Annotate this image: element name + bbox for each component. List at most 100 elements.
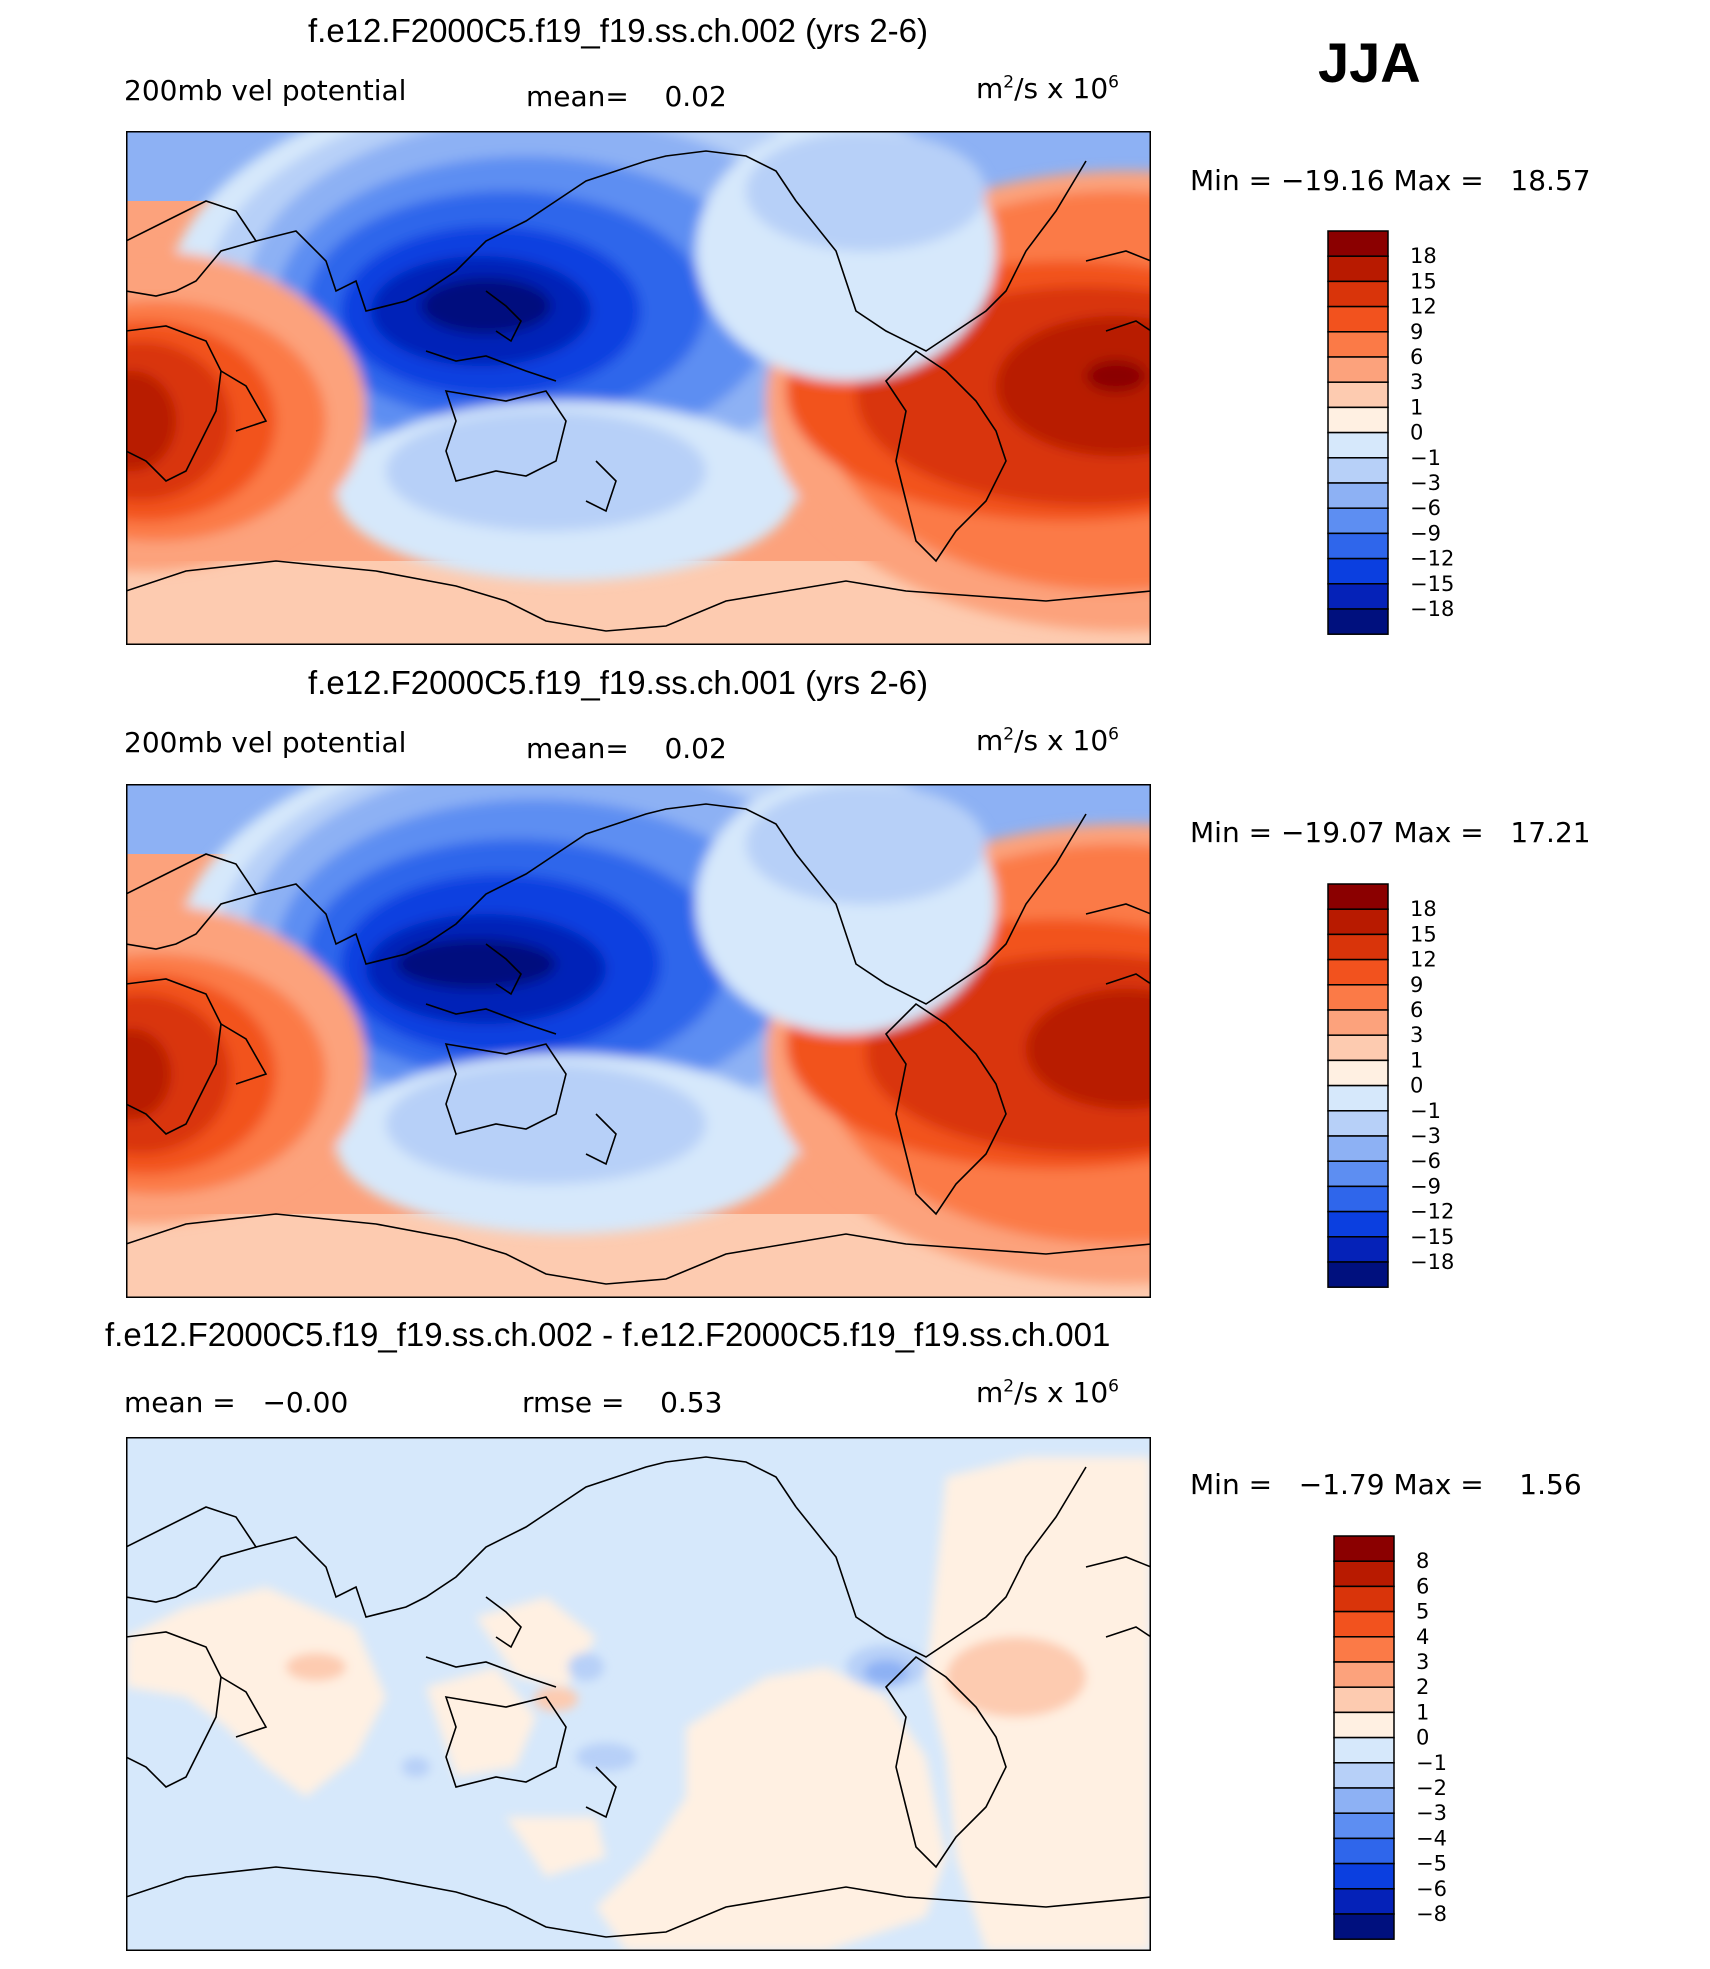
colorbar-box	[1327, 933, 1389, 961]
colorbar-tick-label: 3	[1410, 1023, 1423, 1047]
colorbar-box	[1333, 1636, 1395, 1663]
colorbar-box	[1333, 1787, 1395, 1814]
panel-1-map	[126, 131, 1151, 645]
colorbar-tick-label: 15	[1410, 922, 1437, 946]
colorbar-box	[1333, 1585, 1395, 1613]
colorbar-tick-label: −12	[1410, 547, 1454, 571]
colorbar-tick-label: −9	[1410, 521, 1441, 545]
colorbar-tick-label: 6	[1410, 345, 1423, 369]
colorbar-box	[1327, 1210, 1389, 1238]
colorbar-box	[1333, 1837, 1395, 1865]
colorbar-tick-label: 1	[1416, 1700, 1429, 1724]
colorbar-box	[1333, 1812, 1395, 1840]
colorbar-box	[1327, 1059, 1389, 1087]
colorbar-tick-label: 12	[1410, 295, 1437, 319]
panel-3-colorbar-boxes	[1333, 1535, 1395, 1940]
colorbar-tick-label: 9	[1410, 973, 1423, 997]
colorbar-tick-label: 1	[1410, 1048, 1423, 1072]
colorbar-box	[1327, 1160, 1389, 1188]
panel-3-left-label: mean = −0.00	[124, 1386, 349, 1419]
colorbar-box	[1327, 532, 1389, 560]
colorbar-tick-label: −4	[1416, 1826, 1447, 1850]
colorbar-box	[1327, 280, 1389, 308]
colorbar-tick-label: −12	[1410, 1200, 1454, 1224]
colorbar-box	[1327, 406, 1389, 434]
colorbar-tick-label: 5	[1416, 1600, 1429, 1624]
colorbar-box	[1333, 1686, 1395, 1714]
colorbar-box	[1327, 608, 1389, 635]
colorbar-box	[1327, 557, 1389, 585]
colorbar-box	[1327, 1034, 1389, 1062]
panel-2-coastlines	[126, 803, 1151, 1285]
colorbar-box	[1327, 984, 1389, 1011]
colorbar-tick-label: −18	[1410, 597, 1454, 621]
colorbar-tick-label: 6	[1416, 1574, 1429, 1598]
colorbar-tick-label: −6	[1410, 496, 1441, 520]
colorbar-box	[1327, 431, 1389, 459]
colorbar-tick-label: −18	[1410, 1250, 1454, 1274]
colorbar-box	[1327, 1009, 1389, 1036]
colorbar-box	[1327, 958, 1389, 986]
colorbar-tick-label: −15	[1410, 572, 1454, 596]
colorbar-tick-label: −15	[1410, 1225, 1454, 1249]
panel-1-field	[126, 131, 1151, 645]
panel-2-center-label: mean= 0.02	[526, 732, 727, 765]
colorbar-box	[1327, 230, 1389, 257]
panel-3-units: m2/s x 106	[976, 1376, 1119, 1409]
colorbar-tick-label: 1	[1410, 395, 1423, 419]
colorbar-tick-label: 0	[1416, 1726, 1429, 1750]
colorbar-box	[1327, 305, 1389, 333]
colorbar-tick-label: 9	[1410, 320, 1423, 344]
colorbar-box	[1333, 1610, 1395, 1638]
panel-2-minmax: Min = −19.07 Max = 17.21	[1190, 816, 1591, 849]
colorbar-box	[1327, 1135, 1389, 1162]
colorbar-box	[1327, 255, 1389, 283]
panel-3-field	[126, 1437, 1151, 1951]
colorbar-tick-label: −2	[1416, 1776, 1447, 1800]
colorbar-box	[1327, 457, 1389, 484]
colorbar-tick-label: 0	[1410, 421, 1423, 445]
colorbar-tick-label: 8	[1416, 1549, 1429, 1573]
colorbar-tick-label: 15	[1410, 269, 1437, 293]
colorbar-tick-label: 18	[1410, 897, 1437, 921]
colorbar-box	[1327, 356, 1389, 383]
colorbar-tick-label: −3	[1410, 471, 1441, 495]
colorbar-tick-label: −1	[1410, 446, 1441, 470]
panel-3-coastlines	[126, 1456, 1151, 1938]
panel-2-map	[126, 784, 1151, 1298]
colorbar-box	[1333, 1762, 1395, 1789]
colorbar-box	[1327, 1261, 1389, 1288]
colorbar-box	[1327, 1236, 1389, 1263]
panel-2-colorbar-boxes	[1327, 883, 1389, 1288]
panel-1-minmax: Min = −19.16 Max = 18.57	[1190, 164, 1591, 197]
colorbar-tick-label: −6	[1410, 1149, 1441, 1173]
colorbar-box	[1333, 1888, 1395, 1915]
colorbar-tick-label: 2	[1416, 1675, 1429, 1699]
colorbar-tick-label: 0	[1410, 1074, 1423, 1098]
colorbar-tick-label: −9	[1410, 1174, 1441, 1198]
colorbar-box	[1327, 1110, 1389, 1137]
colorbar-tick-label: 6	[1410, 998, 1423, 1022]
colorbar-box	[1327, 908, 1389, 936]
panel-3-center-label: rmse = 0.53	[522, 1386, 723, 1419]
season-label: JJA	[1318, 31, 1421, 94]
colorbar-box	[1327, 381, 1389, 409]
colorbar-box	[1327, 1185, 1389, 1213]
panel-1-center-label: mean= 0.02	[526, 80, 727, 113]
panel-2-title: f.e12.F2000C5.f19_f19.ss.ch.001 (yrs 2-6…	[308, 664, 929, 701]
colorbar-tick-label: 18	[1410, 244, 1437, 268]
colorbar-box	[1333, 1913, 1395, 1940]
colorbar-box	[1333, 1535, 1395, 1562]
colorbar-box	[1333, 1560, 1395, 1588]
panel-3-minmax: Min = −1.79 Max = 1.56	[1190, 1468, 1582, 1501]
panel-1-left-label: 200mb vel potential	[124, 74, 407, 107]
colorbar-tick-label: −1	[1410, 1099, 1441, 1123]
panel-1-coastlines	[126, 150, 1151, 632]
colorbar-box	[1327, 883, 1389, 910]
colorbar-box	[1327, 482, 1389, 509]
colorbar-box	[1333, 1862, 1395, 1890]
colorbar-box	[1333, 1711, 1395, 1739]
